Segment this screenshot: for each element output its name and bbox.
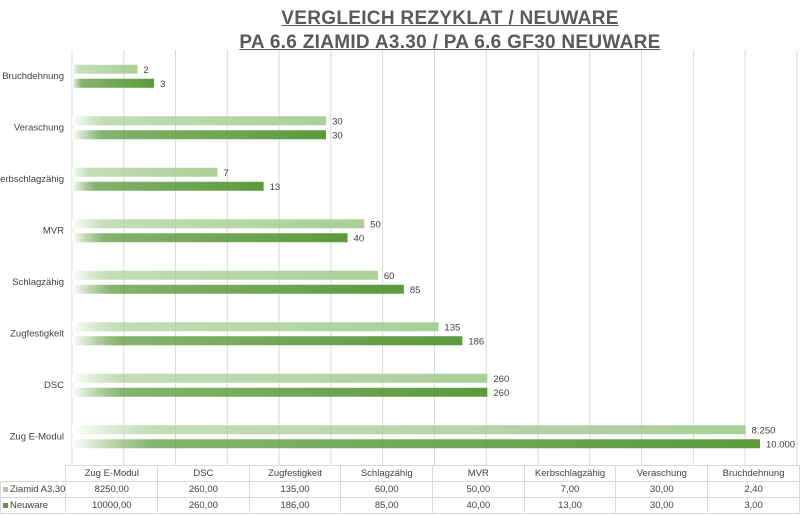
bar-neuware <box>72 439 760 449</box>
data-label: 8.250 <box>752 425 776 436</box>
legend-entry: Ziamid A3.30 <box>0 481 67 498</box>
table-cell: 260,00 <box>157 497 250 514</box>
legend-label: Ziamid A3.30 <box>10 484 66 495</box>
category-label: Zug E-Modul <box>10 431 64 442</box>
data-label: 3 <box>160 79 165 90</box>
category-label: Zugfestigkeit <box>10 328 64 339</box>
table-cell: 13,00 <box>523 497 617 514</box>
table-cell: 3,00 <box>707 497 800 514</box>
category-label: MVR <box>43 225 64 236</box>
data-label: 186 <box>468 336 484 347</box>
data-label: 30 <box>332 130 343 141</box>
table-cell: 30,00 <box>615 497 709 514</box>
data-label: 7 <box>223 168 228 179</box>
category-label: Kerbschlagzähig <box>0 174 64 185</box>
table-cell: 30,00 <box>615 481 709 498</box>
table-cell: 10000,00 <box>65 497 159 514</box>
bar-ziamid <box>72 116 327 126</box>
bar-ziamid <box>72 322 439 332</box>
category-label: Veraschung <box>14 122 64 133</box>
table-cell: 50,00 <box>432 481 525 498</box>
table-cell: 260,00 <box>157 481 250 498</box>
bar-neuware <box>72 336 463 346</box>
table-cell: 60,00 <box>340 481 434 498</box>
bar-ziamid <box>72 270 378 280</box>
table-cell: 186,00 <box>248 497 342 514</box>
legend-key-icon <box>3 486 8 492</box>
legend-entry: Neuware <box>0 497 67 514</box>
bar-ziamid <box>72 64 138 74</box>
table-header-cell: Zugfestigkeit <box>248 465 342 482</box>
data-label: 260 <box>493 388 509 399</box>
data-label: 40 <box>354 233 365 244</box>
bar-neuware <box>72 130 327 140</box>
data-label: 85 <box>410 285 421 296</box>
data-label: 50 <box>370 219 381 230</box>
data-label: 2 <box>143 65 148 76</box>
table-row: Ziamid A3.30 8250,00 260,00 135,00 60,00 50,0… <box>0 481 800 498</box>
data-label: 260 <box>493 374 509 385</box>
bar-ziamid <box>72 219 365 229</box>
data-table: Zug E-Modul DSC Zugfestigkeit Schlagzähig MV… <box>0 465 800 514</box>
table-cell: 40,00 <box>432 497 525 514</box>
data-label: 13 <box>270 182 281 193</box>
table-cell: 8250,00 <box>65 481 159 498</box>
category-label: Schlagzähig <box>12 277 64 288</box>
table-cell: 2,40 <box>707 481 800 498</box>
table-cell: 7,00 <box>523 481 617 498</box>
chart-title-line-2: PA 6.6 ZIAMID A3.30 / PA 6.6 GF30 NEUWAR… <box>239 32 661 53</box>
table-header-cell: Veraschung <box>615 465 709 482</box>
bar-ziamid <box>72 167 218 177</box>
legend-key-icon <box>3 502 8 508</box>
table-header-cell: MVR <box>432 465 525 482</box>
category-label: DSC <box>44 380 64 391</box>
data-label: 10.000 <box>766 439 795 450</box>
table-header-cell: Schlagzähig <box>340 465 434 482</box>
bar-neuware <box>72 78 155 88</box>
data-label: 135 <box>444 322 460 333</box>
table-header-cell: DSC <box>157 465 250 482</box>
bar-neuware <box>72 284 404 294</box>
table-header-row: Zug E-Modul DSC Zugfestigkeit Schlagzähig MV… <box>0 465 800 482</box>
bar-neuware <box>72 233 348 243</box>
bar-ziamid <box>72 425 746 435</box>
table-header-cell: Bruchdehnung <box>707 465 800 482</box>
category-label: Bruchdehnung <box>2 71 64 82</box>
chart-title-line-1: VERGLEICH REZYKLAT / NEUWARE <box>281 8 619 29</box>
bar-neuware <box>72 387 488 397</box>
legend-label: Neuware <box>10 500 49 511</box>
table-header-cell: Zug E-Modul <box>65 465 159 482</box>
table-row: Neuware 10000,00 260,00 186,00 85,00 40,00 13,… <box>0 497 800 514</box>
bar-ziamid <box>72 373 488 383</box>
data-label: 30 <box>332 116 343 127</box>
bar-neuware <box>72 181 264 191</box>
table-cell: 85,00 <box>340 497 434 514</box>
table-header-cell: Kerbschlagzähig <box>523 465 617 482</box>
data-label: 60 <box>384 271 395 282</box>
bar-chart: Zug E-Modul8.25010.000DSC260260Zugfestig… <box>0 50 798 465</box>
table-cell: 135,00 <box>248 481 342 498</box>
